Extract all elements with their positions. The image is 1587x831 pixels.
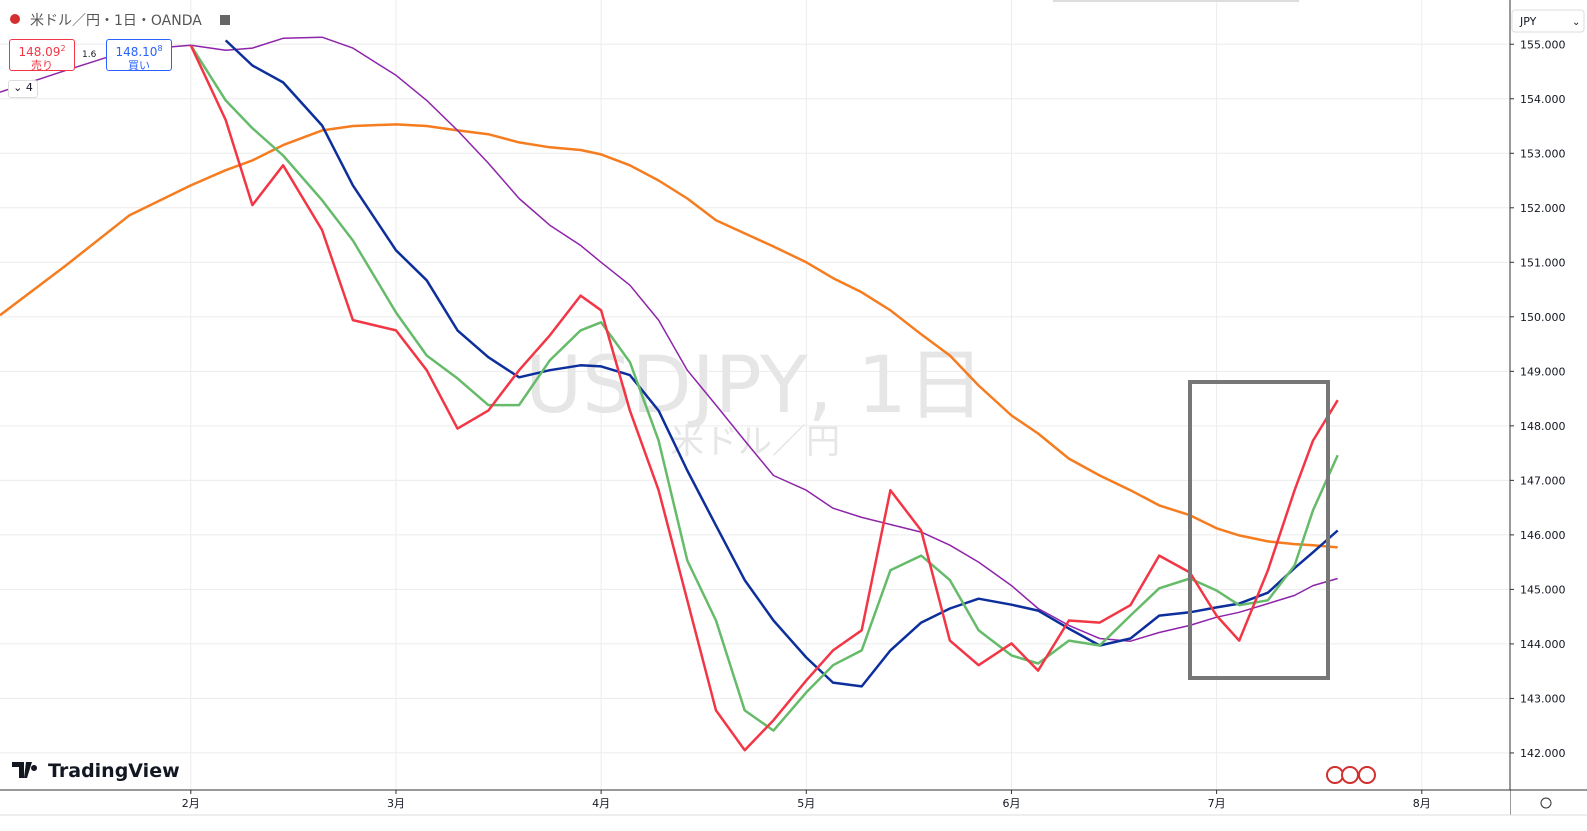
eye-icon[interactable]	[220, 15, 230, 25]
symbol-title[interactable]: 米ドル／円・1日・OANDA	[30, 13, 202, 29]
ask-price: 148.10	[115, 45, 158, 59]
ma-line	[189, 44, 1339, 752]
currency-button[interactable]	[1511, 9, 1585, 33]
y-tick-label: 153.000	[1520, 147, 1566, 160]
y-tick-label: 143.000	[1520, 692, 1566, 705]
ma-line	[0, 123, 1338, 549]
bid-button[interactable]: 148.092 売り	[9, 39, 75, 72]
ask-button[interactable]: 148.108 買い	[106, 39, 172, 72]
currency-caret: ⌄	[1572, 17, 1580, 28]
spread: 1.6	[82, 50, 97, 60]
x-tick-label: 2月	[182, 797, 200, 810]
y-tick-label: 152.000	[1520, 202, 1566, 215]
y-tick-label: 148.000	[1520, 420, 1566, 433]
brand: TradingView	[48, 760, 180, 782]
y-tick-label: 147.000	[1520, 474, 1566, 487]
bid-price: 148.09	[18, 45, 61, 59]
x-tick-label: 6月	[1002, 797, 1020, 810]
ma-line	[0, 36, 1338, 642]
x-tick-label: 5月	[797, 797, 815, 810]
currency: JPY	[1519, 15, 1537, 28]
watermark-title: USDJPY, 1日	[525, 341, 985, 431]
watermark-subtitle: 米ドル／円	[670, 422, 840, 462]
y-tick-label: 142.000	[1520, 747, 1566, 760]
ask-label: 買い	[128, 59, 150, 72]
bid-digit: 2	[60, 44, 66, 53]
x-tick-label: 3月	[387, 797, 405, 810]
flag-icon	[10, 14, 20, 24]
y-tick-label: 150.000	[1520, 311, 1566, 324]
tv-logo	[12, 762, 38, 778]
x-tick-label: 8月	[1413, 797, 1431, 810]
y-tick-label: 154.000	[1520, 93, 1566, 106]
y-tick-label: 146.000	[1520, 529, 1566, 542]
settings-icon[interactable]	[1540, 797, 1552, 809]
x-tick-label: 4月	[592, 797, 610, 810]
y-tick-label: 155.000	[1520, 38, 1566, 51]
bid-label: 売り	[31, 59, 53, 72]
indicator-toggle[interactable]: ⌄ 4	[8, 80, 38, 98]
y-tick-label: 149.000	[1520, 365, 1566, 378]
x-tick-label: 7月	[1208, 797, 1226, 810]
ma-line	[224, 39, 1339, 688]
highlight-box	[1188, 380, 1330, 680]
ma-line	[189, 44, 1339, 732]
top-widget	[1053, 0, 1299, 2]
event-flags	[1326, 766, 1376, 784]
y-tick-label: 144.000	[1520, 638, 1566, 651]
x-axis-panel	[0, 790, 1510, 815]
indicator-count: 4	[25, 81, 33, 94]
y-tick-label: 145.000	[1520, 583, 1566, 596]
ask-digit: 8	[157, 44, 163, 53]
y-tick-label: 151.000	[1520, 256, 1566, 269]
y-axis-panel	[1510, 0, 1587, 831]
